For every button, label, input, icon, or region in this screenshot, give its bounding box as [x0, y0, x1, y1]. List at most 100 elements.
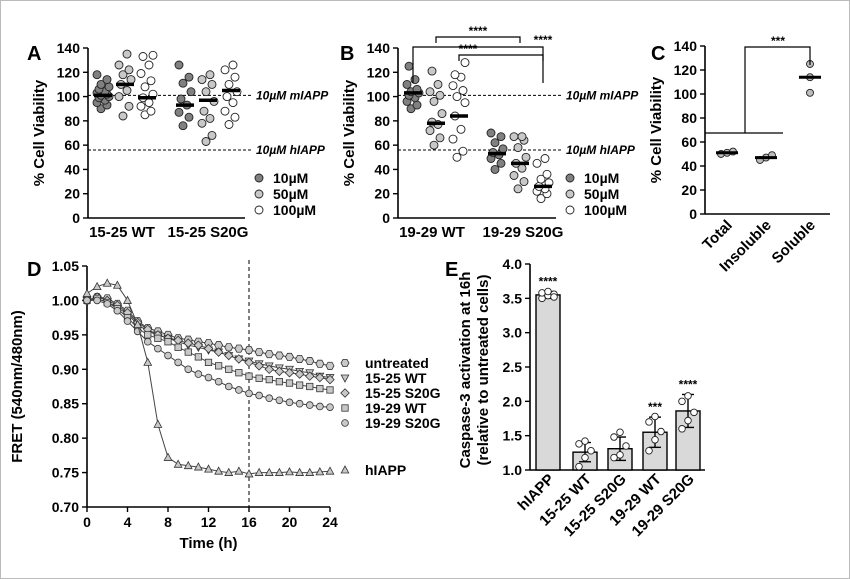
- panel-d-data-point: [214, 466, 224, 475]
- panel-e-data-point: [610, 453, 618, 462]
- panel-d-data-point: [316, 402, 324, 411]
- panel-a-y-tick-label: 0: [72, 210, 80, 226]
- panel-d-data-point: [123, 295, 132, 304]
- panel-b-data-point: [404, 61, 414, 71]
- panel-b-data-point: [452, 152, 462, 162]
- panel-b-y-tick-label: 80: [374, 113, 390, 129]
- panel-d-data-point: [224, 343, 234, 352]
- panel-e-data-point: [645, 418, 653, 426]
- panel-a-group-label: 15-25 S20G: [168, 224, 249, 241]
- panel-a-data-point: [230, 72, 240, 82]
- panel-b-legend-marker: [565, 189, 575, 199]
- panel-d-data-point: [204, 373, 213, 382]
- panel-b-data-point: [536, 194, 546, 204]
- panel-a-group-label: 15-25 WT: [89, 224, 155, 241]
- panel-d-data-point: [144, 331, 152, 339]
- panel-b-data-point: [448, 134, 458, 144]
- panel-b-significance-1-bracket: [435, 36, 521, 43]
- panel-e-data-point: [684, 392, 692, 400]
- panel-a-data-point: [199, 106, 209, 116]
- panel-d-data-point: [154, 334, 162, 342]
- panel-d-y-tick-label: 0.70: [52, 499, 79, 515]
- panel-e-data-point: [544, 287, 552, 296]
- panel-b-data-point: [452, 92, 462, 102]
- panel-b-data-point: [536, 174, 546, 184]
- panel-b-data-point: [519, 177, 529, 187]
- panel-e-data-point: [575, 440, 583, 448]
- panel-b-data-point: [496, 158, 506, 168]
- panel-d-data-point: [305, 401, 314, 409]
- panel-d-data-point: [203, 343, 214, 354]
- panel-d-data-point: [173, 459, 183, 468]
- panel-b-significance-1-stars: ****: [469, 24, 488, 38]
- panel-a-y-tick-label: 120: [57, 64, 81, 80]
- panel-e-data-point: [538, 289, 546, 297]
- panel-a-data-point: [230, 112, 240, 122]
- panel-d-data-point: [204, 358, 213, 367]
- panel-b-significance-2-stars: ****: [459, 42, 478, 56]
- panel-a-cell-viability-15-25: A % Cell Viability 0 20 40 60 80 100 120 140 10µ…: [27, 40, 329, 241]
- panel-d-data-point: [326, 403, 334, 411]
- panel-c-y-tick-label: 40: [681, 158, 697, 174]
- panel-e-data-point: [587, 447, 595, 455]
- panel-d-data-point: [184, 365, 193, 374]
- panel-b-data-point: [513, 143, 523, 153]
- panel-e-significance-stars: ****: [679, 377, 698, 391]
- panel-d-data-point: [245, 372, 253, 380]
- panel-b-data-point: [425, 126, 435, 136]
- panel-d-legend-marker: [341, 419, 349, 427]
- panel-c-y-axis-label: % Cell Viability: [648, 76, 665, 183]
- panel-a-legend-marker: [254, 189, 264, 199]
- panel-d-y-tick-label: 0.80: [52, 430, 79, 446]
- panel-d-data-point: [285, 467, 294, 476]
- panel-a-data-point: [207, 130, 217, 140]
- panel-d-data-point: [275, 396, 284, 405]
- panel-d-x-tick-label: 0: [83, 514, 91, 530]
- panel-c-y-tick-label: 100: [674, 86, 698, 102]
- panel-d-data-point: [224, 382, 233, 391]
- panel-b-data-point: [490, 138, 500, 148]
- panel-a-data-point: [104, 82, 114, 92]
- panel-d-data-point: [174, 358, 182, 367]
- panel-e-y-tick-label: 1.5: [503, 428, 523, 444]
- panel-a-y-tick-label: 60: [64, 137, 80, 153]
- panel-b-data-point: [490, 164, 500, 174]
- panel-d-data-point: [82, 288, 92, 297]
- panel-b-y-tick-label: 140: [367, 40, 391, 56]
- panel-b-data-point: [509, 132, 519, 142]
- panel-c-data-point: [806, 88, 814, 97]
- panel-e-letter: E: [445, 259, 458, 281]
- panel-d-legend-marker: [340, 374, 350, 383]
- panel-d-data-point: [285, 379, 294, 387]
- panel-a-data-point: [220, 65, 230, 75]
- panel-a-legend-label: 100µM: [273, 202, 316, 218]
- panel-e-data-point: [575, 462, 583, 471]
- panel-a-data-point: [124, 101, 134, 111]
- panel-a-data-point: [178, 78, 188, 88]
- panel-b-data-point: [517, 132, 527, 142]
- panel-d-data-point: [254, 467, 264, 476]
- panel-a-data-point: [197, 75, 207, 85]
- panel-b-data-point: [460, 98, 470, 108]
- panel-e-data-point: [581, 453, 589, 462]
- panel-b-data-point: [458, 146, 468, 156]
- panel-b-data-point: [456, 124, 466, 134]
- panel-d-data-point: [285, 398, 294, 407]
- panel-d-y-axis-label: FRET (540nm/480nm): [9, 310, 26, 463]
- panel-a-data-point: [124, 65, 134, 75]
- panel-a-data-point: [205, 113, 215, 123]
- panel-b-legend-label: 100µM: [584, 202, 627, 218]
- panel-a-data-point: [122, 49, 132, 59]
- panel-e-data-point: [550, 293, 558, 301]
- panel-b-data-point: [427, 66, 437, 76]
- panel-a-data-point: [205, 70, 215, 80]
- panel-d-x-tick-label: 4: [124, 514, 132, 530]
- panel-d-legend-marker: [340, 358, 350, 368]
- panel-a-data-point: [224, 120, 234, 129]
- panel-b-y-tick-label: 0: [382, 210, 390, 226]
- panel-e-data-point: [651, 412, 659, 421]
- panel-d-data-point: [235, 369, 243, 377]
- panel-d-data-point: [224, 467, 234, 476]
- panel-e-y-tick-label: 2.0: [503, 393, 523, 409]
- panel-d-data-point: [244, 357, 254, 368]
